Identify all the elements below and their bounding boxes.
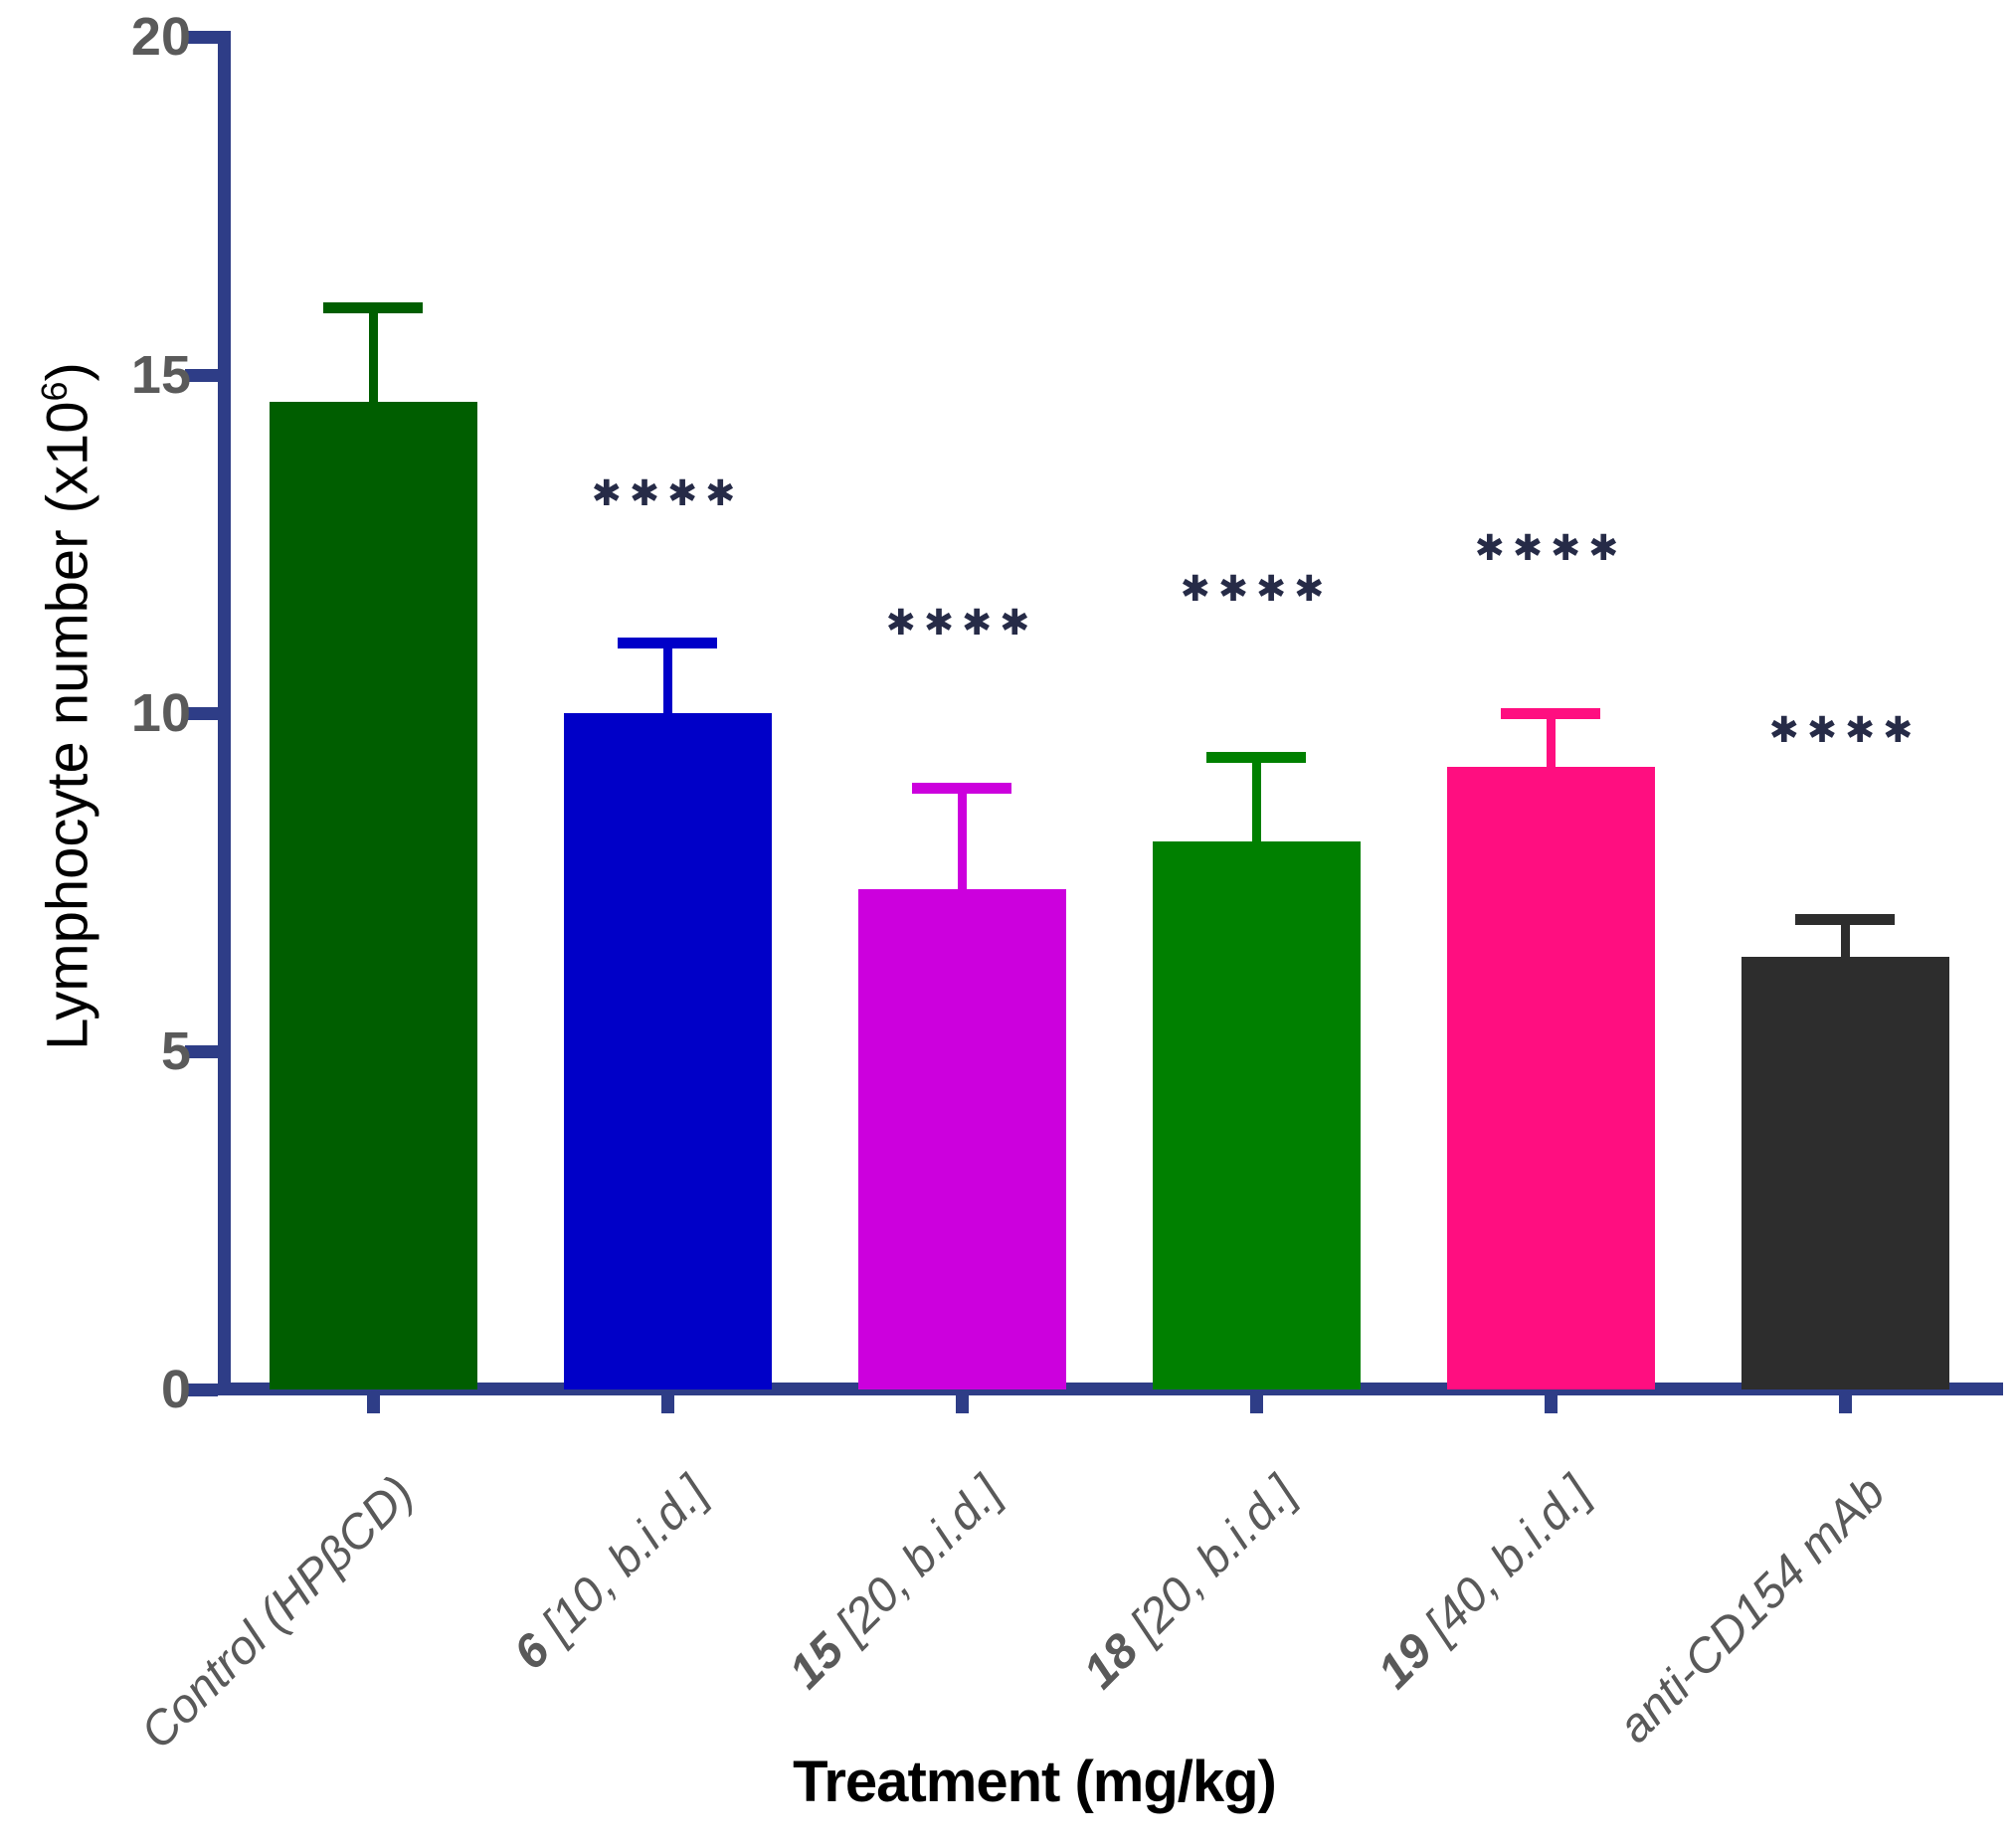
- x-axis-tick: [956, 1395, 969, 1413]
- y-tick-label: 15: [130, 345, 191, 405]
- x-tick-label-text: [10, b.i.d.]: [522, 1466, 718, 1662]
- error-bar-cap: [912, 782, 1011, 794]
- x-tick-label-text: Control (HPβCD): [130, 1466, 424, 1759]
- bar: [564, 713, 772, 1389]
- x-tick-label: 6 [10, b.i.d.]: [504, 1466, 718, 1680]
- x-axis-tick: [1250, 1395, 1263, 1413]
- x-axis-tick: [1545, 1395, 1558, 1413]
- significance-marker: ✱✱✱✱: [591, 473, 744, 515]
- x-tick-label-text: [40, b.i.d.]: [1405, 1466, 1601, 1662]
- x-tick-label-text: anti-CD154 mAb: [1608, 1466, 1896, 1754]
- significance-marker: ✱✱✱✱: [885, 602, 1038, 644]
- error-bar-stem: [1547, 713, 1556, 768]
- error-bar-cap: [1501, 708, 1600, 719]
- bar: [1153, 841, 1361, 1389]
- y-axis-tick: [185, 707, 218, 720]
- error-bar-cap: [323, 302, 423, 313]
- error-bar-cap: [1206, 752, 1306, 764]
- x-tick-label: Control (HPβCD): [130, 1466, 424, 1759]
- significance-marker: ✱✱✱✱: [1474, 527, 1627, 569]
- x-axis-tick: [367, 1395, 380, 1413]
- error-bar-cap: [618, 637, 717, 648]
- y-axis-tick: [185, 1384, 218, 1396]
- bar: [858, 888, 1066, 1389]
- significance-marker: ✱✱✱✱: [1180, 568, 1333, 610]
- y-tick-label: 5: [160, 1021, 191, 1081]
- bar: [1741, 956, 1949, 1389]
- error-bar-stem: [369, 307, 378, 403]
- significance-marker: ✱✱✱✱: [1768, 710, 1922, 752]
- x-tick-label: 19 [40, b.i.d.]: [1369, 1466, 1601, 1699]
- y-axis-tick: [185, 31, 218, 44]
- x-tick-label: anti-CD154 mAb: [1608, 1466, 1896, 1754]
- x-axis-tick: [661, 1395, 674, 1413]
- error-bar-stem: [663, 642, 672, 713]
- error-bar-stem: [958, 787, 967, 889]
- error-bar-cap: [1795, 914, 1895, 926]
- x-axis-tick: [1839, 1395, 1852, 1413]
- y-axis-tick: [185, 1045, 218, 1058]
- error-bar-stem: [1252, 757, 1261, 842]
- y-axis-line: [218, 31, 231, 1395]
- y-axis-tick: [185, 369, 218, 382]
- x-axis-title: Treatment (mg/kg): [793, 1750, 1277, 1814]
- y-tick-label: 20: [130, 7, 191, 67]
- bar: [270, 402, 477, 1389]
- x-tick-label-text: [20, b.i.d.]: [1111, 1466, 1307, 1662]
- x-tick-label-text: [20, b.i.d.]: [817, 1466, 1012, 1662]
- error-bar-stem: [1841, 919, 1850, 957]
- y-tick-label: 10: [130, 683, 191, 743]
- x-tick-label: 15 [20, b.i.d.]: [780, 1466, 1012, 1699]
- x-tick-label: 18 [20, b.i.d.]: [1074, 1466, 1307, 1699]
- bar: [1447, 767, 1655, 1389]
- y-tick-label: 0: [160, 1360, 191, 1419]
- x-axis-line: [218, 1383, 2003, 1395]
